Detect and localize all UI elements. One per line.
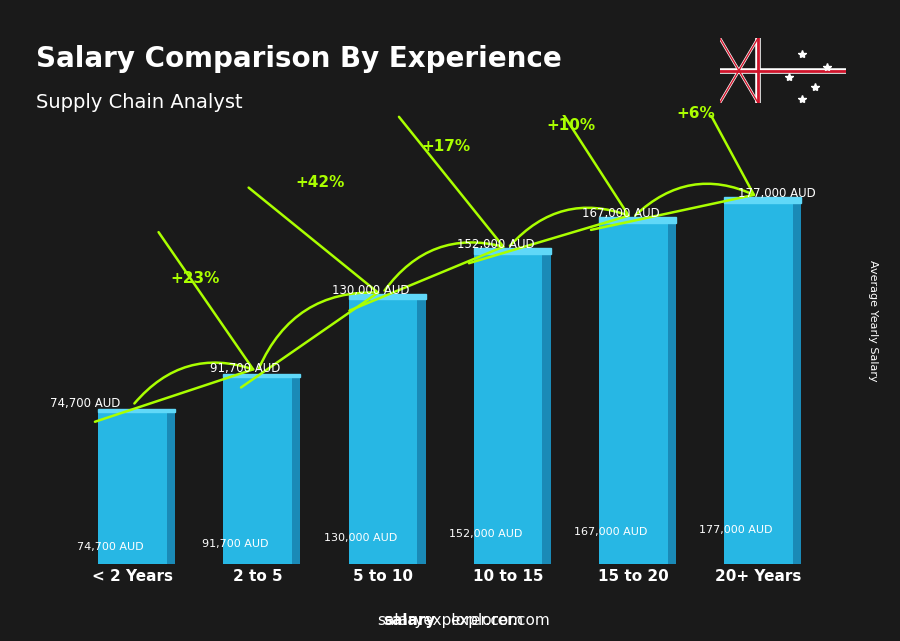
Bar (724, 197, 801, 203)
Text: 167,000 AUD: 167,000 AUD (574, 527, 647, 537)
Text: 130,000 AUD: 130,000 AUD (324, 533, 397, 543)
FancyArrowPatch shape (591, 48, 754, 230)
Bar (598, 217, 676, 224)
Bar (543, 254, 551, 564)
FancyArrowPatch shape (94, 232, 253, 422)
FancyArrowPatch shape (241, 188, 378, 387)
Bar (223, 377, 292, 564)
Bar (167, 412, 176, 564)
Text: +10%: +10% (546, 117, 595, 133)
Text: +23%: +23% (170, 271, 220, 286)
Bar (598, 224, 668, 564)
Text: Salary Comparison By Experience: Salary Comparison By Experience (36, 45, 562, 73)
Text: 167,000 AUD: 167,000 AUD (581, 208, 660, 221)
Text: 152,000 AUD: 152,000 AUD (449, 529, 522, 539)
Bar (724, 203, 793, 564)
Text: 177,000 AUD: 177,000 AUD (699, 525, 772, 535)
Text: 177,000 AUD: 177,000 AUD (738, 187, 816, 200)
Bar (292, 377, 301, 564)
Text: salaryexplorer.com: salaryexplorer.com (377, 613, 523, 628)
Text: +6%: +6% (677, 106, 716, 121)
Text: 74,700 AUD: 74,700 AUD (50, 397, 121, 410)
Bar (473, 249, 551, 254)
Bar (98, 412, 167, 564)
Bar (473, 254, 543, 564)
FancyArrowPatch shape (469, 76, 629, 263)
Text: 130,000 AUD: 130,000 AUD (332, 283, 410, 297)
Bar (223, 374, 301, 377)
Bar (793, 203, 801, 564)
Bar (98, 409, 176, 412)
Text: +17%: +17% (421, 139, 470, 154)
Text: 91,700 AUD: 91,700 AUD (202, 539, 268, 549)
Text: +42%: +42% (296, 175, 345, 190)
Bar (348, 299, 418, 564)
Text: 74,700 AUD: 74,700 AUD (76, 542, 143, 552)
Text: 152,000 AUD: 152,000 AUD (456, 238, 535, 251)
Bar (418, 299, 426, 564)
FancyArrowPatch shape (349, 117, 503, 311)
Text: Average Yearly Salary: Average Yearly Salary (868, 260, 878, 381)
Bar (668, 224, 676, 564)
Text: 91,700 AUD: 91,700 AUD (210, 362, 281, 376)
Text: Supply Chain Analyst: Supply Chain Analyst (36, 93, 243, 112)
Text: explorer.com: explorer.com (450, 613, 550, 628)
Text: salary: salary (383, 613, 436, 628)
Bar (348, 294, 426, 299)
